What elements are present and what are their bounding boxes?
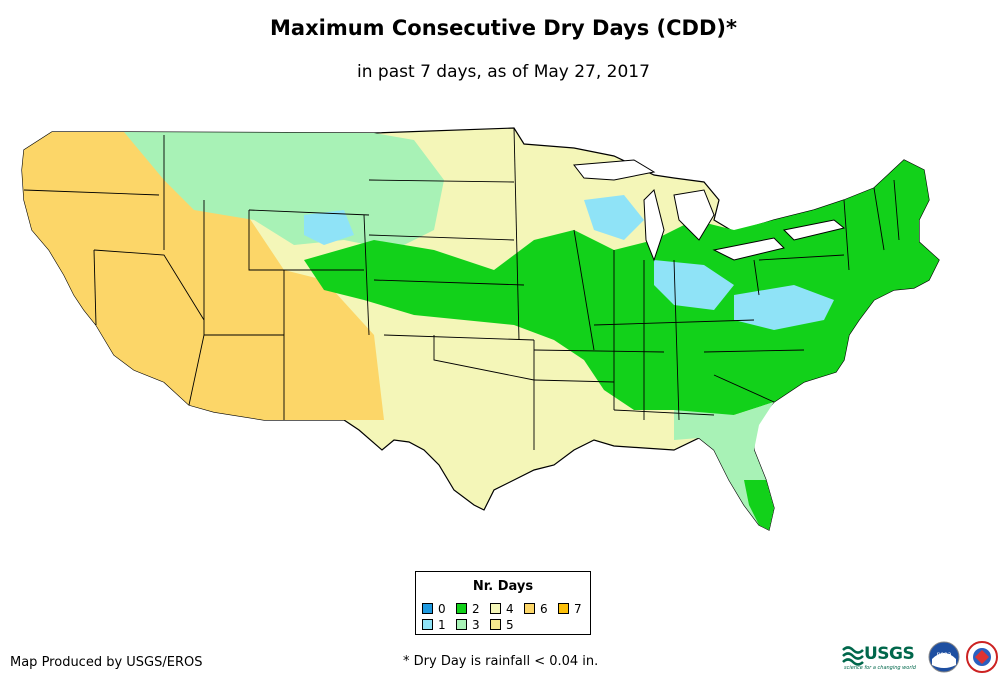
- map-title: Maximum Consecutive Dry Days (CDD)*: [270, 16, 737, 40]
- great-lakes: [573, 159, 846, 262]
- legend-swatch-5: [490, 619, 501, 630]
- map-subtitle: in past 7 days, as of May 27, 2017: [357, 62, 650, 82]
- state-borders: [23, 127, 900, 450]
- legend-swatch-1: [422, 619, 433, 630]
- eastern-wet-region: [304, 160, 939, 420]
- nws-logo-icon: [966, 641, 998, 673]
- blue-patch-appalachia: [734, 285, 834, 330]
- dry-day-footnote: * Dry Day is rainfall < 0.04 in.: [403, 654, 599, 669]
- legend-label-0: 0: [438, 602, 446, 616]
- legend-title: Nr. Days: [472, 579, 534, 594]
- legend-label-1: 1: [438, 618, 446, 632]
- legend-label-7: 7: [574, 602, 582, 616]
- credit-text: Map Produced by USGS/EROS: [10, 655, 203, 670]
- legend: Nr. Days 0 1 2 3 4 5 6: [415, 571, 591, 635]
- legend-swatch-0: [422, 603, 433, 614]
- legend-swatch-2: [456, 603, 467, 614]
- legend-swatch-3: [456, 619, 467, 630]
- legend-swatch-4: [490, 603, 501, 614]
- noaa-logo-icon: noaa: [928, 641, 960, 673]
- florida-wet-area: [744, 480, 774, 530]
- legend-swatch-7: [558, 603, 569, 614]
- blue-patch-lakes: [584, 195, 644, 240]
- legend-label-3: 3: [472, 618, 480, 632]
- legend-swatch-6: [524, 603, 535, 614]
- legend-label-4: 4: [506, 602, 514, 616]
- usgs-logo-text: USGS: [864, 644, 915, 664]
- usgs-tagline: science for a changing world: [844, 665, 916, 671]
- agency-logos: USGS science for a changing world noaa: [842, 638, 1002, 678]
- usgs-wave-icon: [842, 646, 864, 666]
- legend-label-2: 2: [472, 602, 480, 616]
- legend-label-5: 5: [506, 618, 514, 632]
- blue-patch-plains: [304, 210, 354, 245]
- us-dry-days-map: [21, 127, 940, 531]
- legend-label-6: 6: [540, 602, 548, 616]
- noaa-logo-text: noaa: [937, 651, 952, 658]
- western-dry-region: [22, 132, 384, 420]
